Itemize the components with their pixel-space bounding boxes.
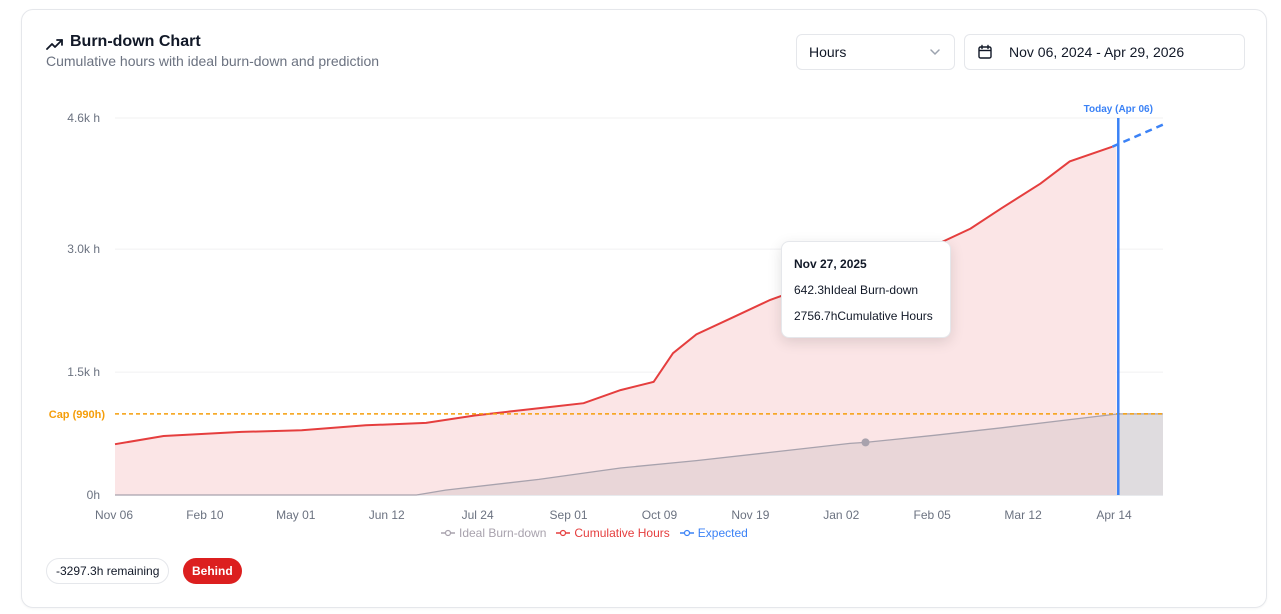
legend-label-ideal: Ideal Burn-down — [459, 526, 547, 540]
y-tick-label: 4.6k h — [67, 111, 100, 125]
x-tick-label: Sep 01 — [550, 508, 588, 522]
tooltip-ideal-value: 642.3h — [794, 283, 831, 297]
y-tick-label: 3.0k h — [67, 242, 100, 256]
legend-marker-ideal — [441, 529, 455, 537]
x-tick-label: May 01 — [276, 508, 316, 522]
chevron-down-icon — [930, 49, 940, 56]
legend-label-expected: Expected — [697, 526, 748, 540]
x-tick-label: Nov 06 — [95, 508, 133, 522]
calendar-icon — [978, 44, 992, 59]
future-region — [1118, 413, 1163, 495]
expected-line — [1111, 123, 1164, 148]
cumulative-hours-line — [114, 145, 1113, 446]
ideal-burndown-area — [115, 413, 1163, 495]
x-tick-label: Jul 24 — [462, 508, 494, 522]
tooltip-row-ideal: 642.3hIdeal Burn-down — [794, 283, 918, 297]
x-tick-label: Oct 09 — [642, 508, 678, 522]
x-tick-label: Nov 19 — [731, 508, 769, 522]
tooltip-cumulative-value: 2756.7h — [794, 309, 838, 323]
trending-up-icon — [46, 39, 63, 50]
y-tick-label: 0h — [87, 488, 100, 502]
tooltip-ideal-label: Ideal Burn-down — [830, 283, 919, 297]
legend-label-cumulative: Cumulative Hours — [574, 526, 670, 540]
x-tick-label: Jan 02 — [823, 508, 859, 522]
date-range-picker[interactable]: Nov 06, 2024 - Apr 29, 2026 — [964, 34, 1245, 70]
unit-select[interactable]: Hours — [796, 34, 955, 70]
cap-label: Cap (990h) — [49, 409, 106, 421]
ideal-burndown-line — [115, 413, 1163, 496]
x-tick-label: Feb 05 — [914, 508, 952, 522]
ideal-hover-point — [861, 438, 870, 447]
legend-item-cumulative[interactable]: Cumulative Hours — [556, 526, 670, 540]
legend-marker-cumulative — [556, 529, 571, 537]
x-tick-label: Jun 12 — [369, 508, 405, 522]
legend-item-expected[interactable]: Expected — [679, 526, 748, 540]
chart-title: Burn-down Chart — [70, 33, 201, 50]
tooltip-row-cumulative: 2756.7hCumulative Hours — [794, 309, 933, 323]
y-tick-label: 1.5k h — [67, 365, 100, 379]
legend-marker-expected — [679, 529, 694, 537]
x-tick-label: Apr 14 — [1096, 508, 1132, 522]
unit-select-value: Hours — [809, 44, 847, 60]
x-tick-label: Mar 12 — [1004, 508, 1042, 522]
cumulative-hours-area — [115, 146, 1117, 495]
remaining-badge: -3297.3h remaining — [46, 558, 170, 584]
x-tick-label: Feb 10 — [186, 508, 224, 522]
status-badge: Behind — [183, 558, 242, 584]
today-label: Today (Apr 06) — [1084, 104, 1153, 115]
date-range-value: Nov 06, 2024 - Apr 29, 2026 — [1009, 44, 1185, 60]
tooltip-date: Nov 27, 2025 — [794, 257, 867, 271]
tooltip-cumulative-label: Cumulative Hours — [837, 309, 933, 323]
chart-legend: Ideal Burn-down Cumulative Hours Expecte… — [441, 526, 748, 540]
legend-item-ideal[interactable]: Ideal Burn-down — [441, 526, 546, 540]
chart-subtitle: Cumulative hours with ideal burn-down an… — [46, 53, 380, 69]
chart-tooltip: Nov 27, 2025 642.3hIdeal Burn-down 2756.… — [781, 241, 951, 338]
